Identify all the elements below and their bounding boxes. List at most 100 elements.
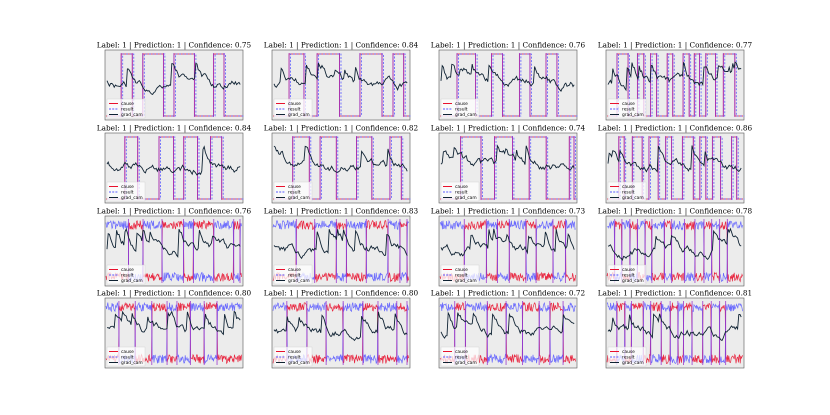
legend-label-grad_cam: grad_cam xyxy=(288,360,310,366)
legend-label-grad_cam: grad_cam xyxy=(121,360,143,366)
grad-cam-line xyxy=(106,227,241,258)
subplot-title: Label: 1 | Prediction: 1 | Confidence: 0… xyxy=(264,207,419,216)
legend-label-cause: cause xyxy=(121,102,134,107)
grad-cam-line xyxy=(440,63,575,92)
legend-label-cause: cause xyxy=(622,185,635,190)
legend-label-cause: cause xyxy=(288,102,301,107)
legend-label-result: result xyxy=(121,190,134,196)
subplot-title: Label: 1 | Prediction: 1 | Confidence: 0… xyxy=(598,207,753,216)
grad-cam-line xyxy=(440,311,575,339)
legend-label-result: result xyxy=(622,190,635,196)
subplot-11: Label: 1 | Prediction: 1 | Confidence: 0… xyxy=(431,207,586,287)
result-line xyxy=(107,53,244,117)
result-line xyxy=(608,53,745,117)
subplot-1: Label: 1 | Prediction: 1 | Confidence: 0… xyxy=(97,41,252,121)
grad-cam-line xyxy=(107,310,241,336)
grad-cam-line xyxy=(607,61,742,92)
subplot-title: Label: 1 | Prediction: 1 | Confidence: 0… xyxy=(264,41,419,50)
subplot-title: Label: 1 | Prediction: 1 | Confidence: 0… xyxy=(431,41,586,50)
legend-label-result: result xyxy=(622,355,635,361)
legend-label-cause: cause xyxy=(455,350,468,355)
legend-label-grad_cam: grad_cam xyxy=(455,360,477,366)
subplot-title: Label: 1 | Prediction: 1 | Confidence: 0… xyxy=(598,124,753,133)
legend-label-grad_cam: grad_cam xyxy=(288,278,310,284)
legend-label-grad_cam: grad_cam xyxy=(455,112,477,118)
subplot-12: Label: 1 | Prediction: 1 | Confidence: 0… xyxy=(598,207,753,287)
legend-label-grad_cam: grad_cam xyxy=(622,278,644,284)
subplot-15: Label: 1 | Prediction: 1 | Confidence: 0… xyxy=(431,289,585,369)
legend-label-cause: cause xyxy=(455,268,468,273)
legend-label-grad_cam: grad_cam xyxy=(121,195,143,201)
result-line xyxy=(608,136,745,200)
legend-label-grad_cam: grad_cam xyxy=(622,112,644,118)
legend-label-grad_cam: grad_cam xyxy=(121,112,143,118)
cause-line xyxy=(105,301,242,365)
subplot-title: Label: 1 | Prediction: 1 | Confidence: 0… xyxy=(264,124,418,133)
subplot-8: Label: 1 | Prediction: 1 | Confidence: 0… xyxy=(598,124,753,204)
subplot-10: Label: 1 | Prediction: 1 | Confidence: 0… xyxy=(264,207,419,287)
subplot-title: Label: 1 | Prediction: 1 | Confidence: 0… xyxy=(97,41,252,50)
legend-label-grad_cam: grad_cam xyxy=(121,278,143,284)
grad-cam-line xyxy=(106,62,241,95)
legend-label-result: result xyxy=(622,107,635,113)
subplot-7: Label: 1 | Prediction: 1 | Confidence: 0… xyxy=(431,124,586,204)
subplot-2: Label: 1 | Prediction: 1 | Confidence: 0… xyxy=(264,41,419,121)
subplot-title: Label: 1 | Prediction: 1 | Confidence: 0… xyxy=(431,207,586,216)
legend-label-result: result xyxy=(455,107,468,113)
legend-label-result: result xyxy=(121,107,134,113)
legend-label-cause: cause xyxy=(622,102,635,107)
subplot-title: Label: 1 | Prediction: 1 | Confidence: 0… xyxy=(431,289,585,298)
grad-cam-line xyxy=(607,313,742,342)
result-line xyxy=(441,53,578,117)
legend-label-cause: cause xyxy=(121,268,134,273)
grad-cam-line xyxy=(106,145,241,176)
legend-label-cause: cause xyxy=(121,350,134,355)
grad-cam-line xyxy=(440,144,575,171)
legend-label-grad_cam: grad_cam xyxy=(622,195,644,201)
legend-label-grad_cam: grad_cam xyxy=(288,112,310,118)
cause-line xyxy=(272,302,409,364)
legend-label-cause: cause xyxy=(288,268,301,273)
legend-label-grad_cam: grad_cam xyxy=(622,360,644,366)
subplot-5: Label: 1 | Prediction: 1 | Confidence: 0… xyxy=(97,124,252,204)
legend-label-grad_cam: grad_cam xyxy=(455,195,477,201)
grad-cam-line xyxy=(273,62,408,92)
legend-label-cause: cause xyxy=(455,102,468,107)
legend-label-result: result xyxy=(622,273,635,279)
subplot-title: Label: 1 | Prediction: 1 | Confidence: 0… xyxy=(598,289,752,298)
legend-label-result: result xyxy=(288,273,301,279)
grad-cam-line xyxy=(273,311,408,342)
legend-label-cause: cause xyxy=(622,268,635,273)
subplot-13: Label: 1 | Prediction: 1 | Confidence: 0… xyxy=(97,289,252,369)
subplot-16: Label: 1 | Prediction: 1 | Confidence: 0… xyxy=(598,289,752,369)
legend-label-result: result xyxy=(121,273,134,279)
result-line xyxy=(272,219,409,283)
grad-cam-line xyxy=(607,227,742,261)
result-line xyxy=(107,136,244,200)
legend-label-grad_cam: grad_cam xyxy=(288,195,310,201)
legend-label-result: result xyxy=(455,190,468,196)
subplot-3: Label: 1 | Prediction: 1 | Confidence: 0… xyxy=(431,41,586,121)
result-line xyxy=(274,136,411,200)
result-line xyxy=(441,136,578,200)
grad-cam-line xyxy=(273,229,408,260)
legend-label-result: result xyxy=(288,190,301,196)
legend-label-cause: cause xyxy=(288,350,301,355)
legend-label-result: result xyxy=(288,107,301,113)
subplot-title: Label: 1 | Prediction: 1 | Confidence: 0… xyxy=(97,207,252,216)
legend-label-cause: cause xyxy=(288,185,301,190)
subplot-4: Label: 1 | Prediction: 1 | Confidence: 0… xyxy=(598,41,753,121)
legend-label-cause: cause xyxy=(622,350,635,355)
legend-label-grad_cam: grad_cam xyxy=(455,278,477,284)
